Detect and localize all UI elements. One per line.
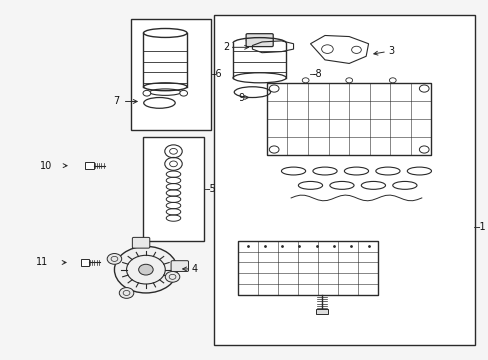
Bar <box>237 241 378 295</box>
Circle shape <box>139 264 153 275</box>
Circle shape <box>269 146 279 153</box>
Text: -1: -1 <box>476 222 486 231</box>
Ellipse shape <box>246 36 272 45</box>
Text: -8: -8 <box>312 69 322 79</box>
Circle shape <box>419 146 428 153</box>
Text: -6: -6 <box>212 69 222 79</box>
FancyBboxPatch shape <box>316 309 327 315</box>
Circle shape <box>388 78 395 83</box>
Text: 10: 10 <box>41 161 53 171</box>
Circle shape <box>302 78 308 83</box>
Text: 2: 2 <box>223 42 229 52</box>
FancyBboxPatch shape <box>245 34 273 46</box>
Circle shape <box>119 288 134 298</box>
Text: 11: 11 <box>36 257 48 267</box>
Circle shape <box>142 90 150 96</box>
Circle shape <box>269 85 279 92</box>
Text: 3: 3 <box>387 46 393 56</box>
FancyBboxPatch shape <box>171 261 188 271</box>
Circle shape <box>345 78 352 83</box>
Text: 7: 7 <box>113 96 119 107</box>
Circle shape <box>107 253 122 264</box>
Text: -5: -5 <box>206 184 216 194</box>
FancyBboxPatch shape <box>132 237 149 248</box>
Text: 4: 4 <box>191 264 198 274</box>
Bar <box>213 15 474 345</box>
FancyBboxPatch shape <box>85 162 94 169</box>
FancyBboxPatch shape <box>81 259 89 266</box>
Bar <box>216 19 310 130</box>
Bar <box>143 137 203 241</box>
Circle shape <box>165 271 180 282</box>
Circle shape <box>180 90 187 96</box>
Circle shape <box>419 85 428 92</box>
Bar <box>266 83 430 155</box>
Bar <box>131 19 211 130</box>
Text: 9: 9 <box>238 93 244 103</box>
Circle shape <box>114 246 177 293</box>
